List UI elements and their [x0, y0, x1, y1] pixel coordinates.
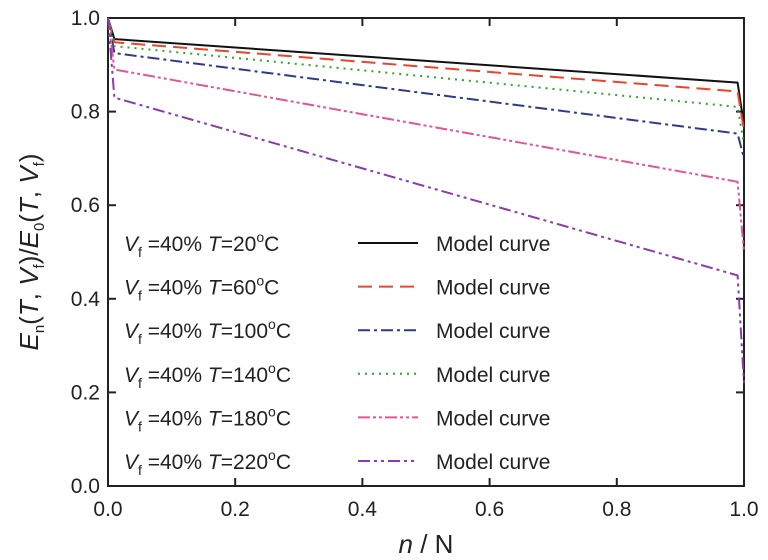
series-line	[107, 17, 745, 253]
legend-condition-label: Vf =40% T=60oC	[124, 273, 279, 304]
legend-condition-label: Vf =40% T=180oC	[124, 403, 291, 434]
legend-entry: Vf =40% T=140oC Model curve	[124, 360, 550, 391]
legend-series-name: Model curve	[436, 407, 550, 430]
legend-entry: Vf =40% T=100oC Model curve	[124, 316, 550, 347]
legend-entry: Vf =40% T=220oC Model curve	[124, 447, 550, 478]
y-tick-label: 0.6	[71, 194, 100, 217]
x-tick-label: 0.6	[475, 498, 504, 521]
legend-entry: Vf =40% T=180oC Model curve	[124, 403, 550, 434]
legend-condition-label: Vf =40% T=140oC	[124, 360, 291, 391]
legend-entry: Vf =40% T=20oC Model curve	[124, 229, 550, 260]
legend-entry: Vf =40% T=60oC Model curve	[124, 273, 550, 304]
series-line	[107, 17, 745, 159]
legend-series-name: Model curve	[436, 320, 550, 343]
legend-condition-label: Vf =40% T=100oC	[124, 316, 291, 347]
legend-series-name: Model curve	[436, 451, 550, 474]
x-tick-label: 1.0	[729, 498, 758, 521]
legend-series-name: Model curve	[436, 364, 550, 387]
x-tick-label: 0.2	[221, 498, 250, 521]
y-tick-label: 0.4	[71, 288, 101, 311]
x-tick-label: 0.4	[348, 498, 378, 521]
legend-series-name: Model curve	[436, 277, 550, 300]
y-tick-label: 0.2	[71, 381, 100, 404]
y-tick-label: 0.0	[71, 475, 100, 498]
series-line	[107, 17, 745, 384]
series-line	[107, 17, 745, 145]
legend-condition-label: Vf =40% T=20oC	[124, 229, 279, 260]
legend-series-name: Model curve	[436, 233, 550, 256]
x-tick-label: 0.8	[602, 498, 631, 521]
series-line	[107, 17, 745, 126]
y-tick-label: 0.8	[71, 101, 100, 124]
series-line	[107, 17, 745, 131]
y-tick-label: 1.0	[71, 7, 100, 30]
legend-condition-label: Vf =40% T=220oC	[124, 447, 291, 478]
x-tick-label: 0.0	[93, 498, 122, 521]
x-axis-title: n / N	[399, 529, 454, 559]
y-axis-title: En(T, Vf)/E0(T, Vf)	[14, 153, 48, 350]
plot-frame	[107, 17, 745, 487]
